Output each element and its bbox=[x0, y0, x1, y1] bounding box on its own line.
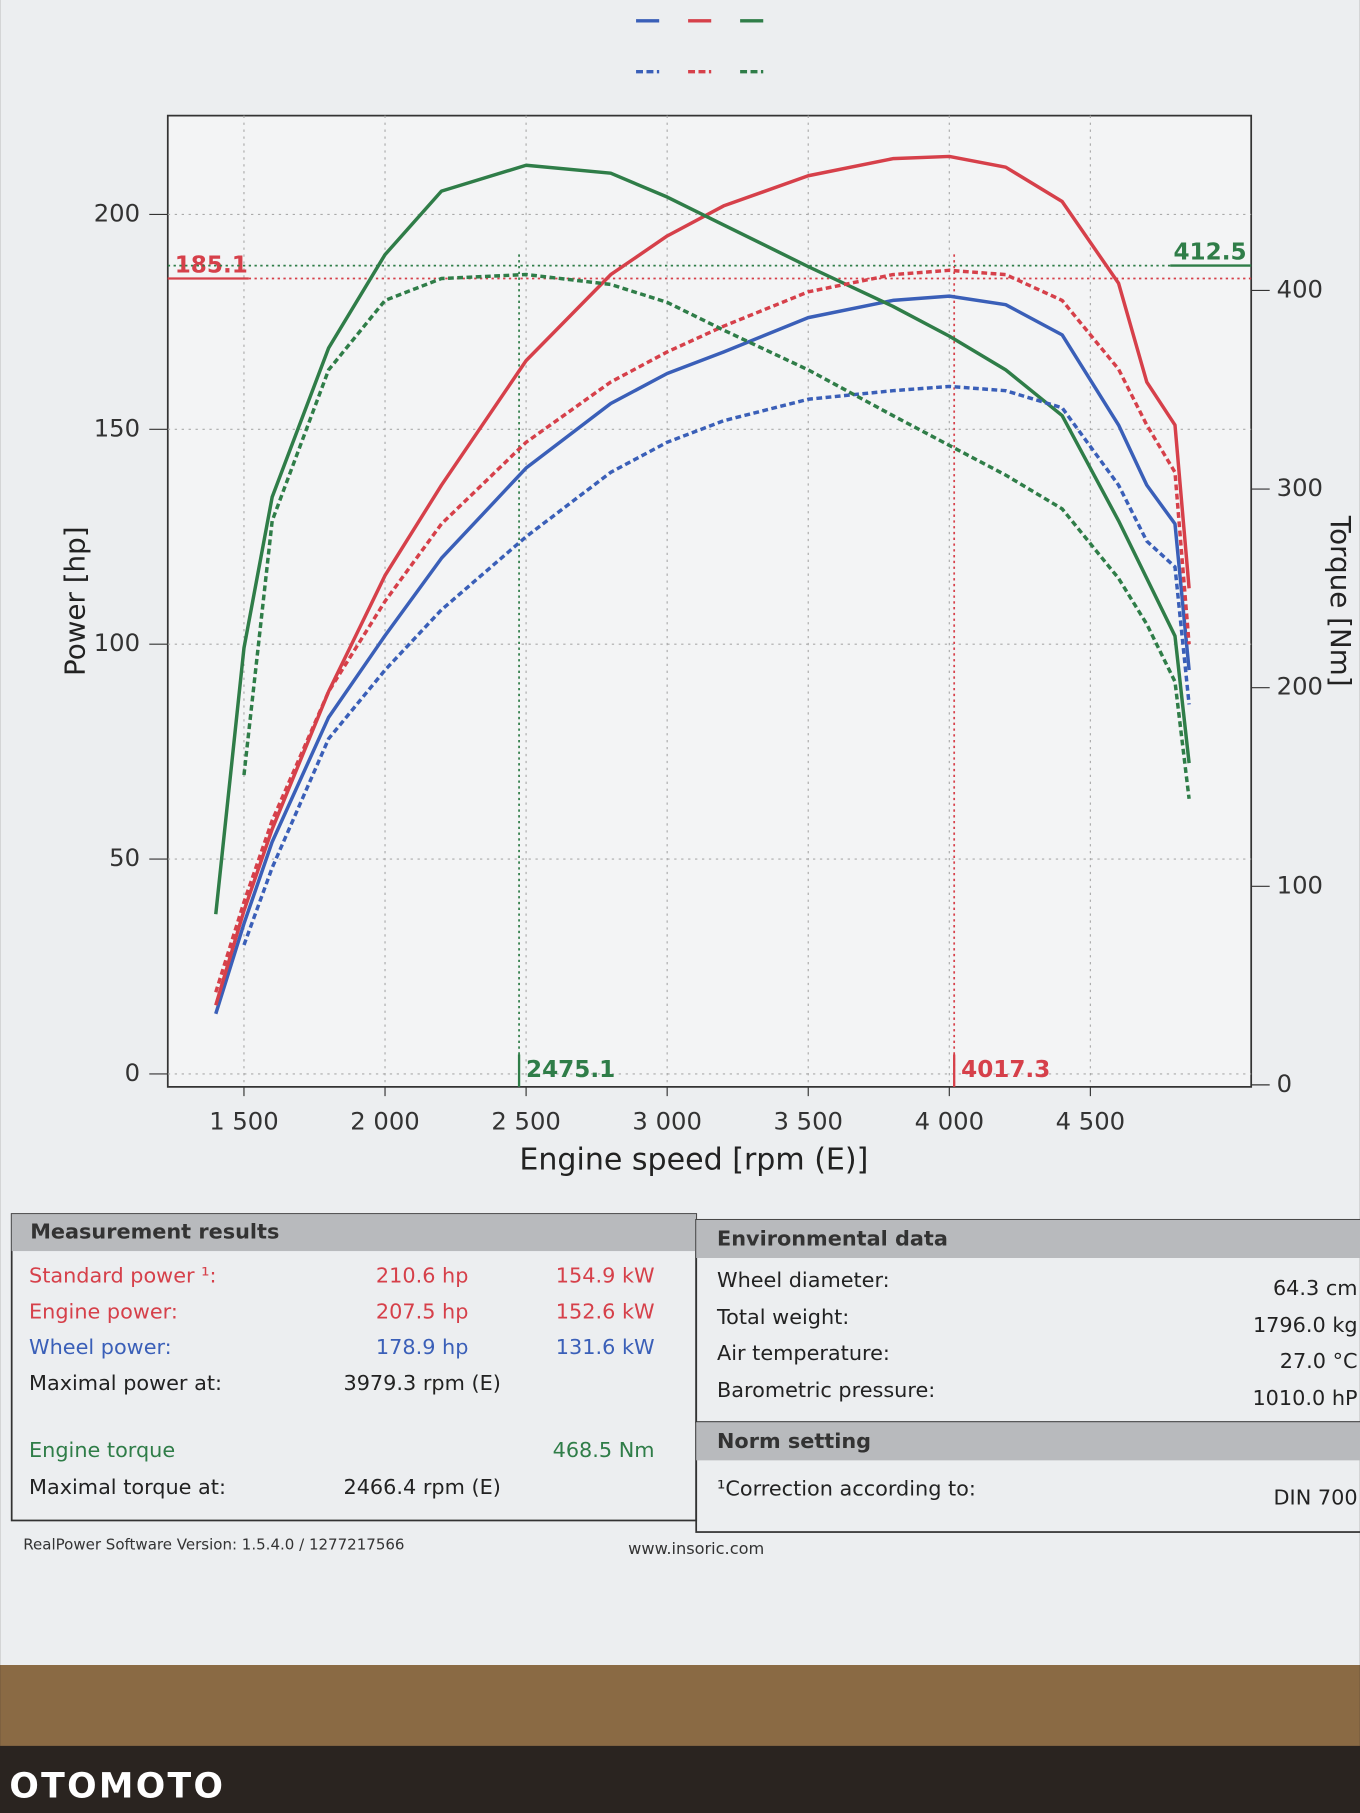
row-value: 1796.0 kg bbox=[1253, 1313, 1358, 1337]
row-value: 468.5 Nm bbox=[553, 1438, 655, 1462]
x-axis-label: Engine speed [rpm (E)] bbox=[519, 1142, 868, 1177]
row-value: 3979.3 rpm (E) bbox=[343, 1371, 500, 1395]
y-tick-label: 50 bbox=[109, 843, 140, 872]
y2-axis-label: Torque [Nm] bbox=[1324, 515, 1357, 687]
row-value: DIN 700 bbox=[1274, 1486, 1358, 1510]
y-tick-label: 100 bbox=[94, 628, 140, 657]
y-tick-label: 200 bbox=[94, 198, 140, 227]
reference-label: 4017.3 bbox=[961, 1057, 1050, 1083]
y2-tick-label: 0 bbox=[1277, 1069, 1292, 1098]
row-label: ¹Correction according to: bbox=[717, 1476, 976, 1500]
wood-strip bbox=[0, 1665, 1360, 1746]
x-tick-label: 3 000 bbox=[632, 1107, 701, 1136]
row-label: Engine torque bbox=[29, 1438, 175, 1462]
x-tick-label: 3 500 bbox=[773, 1107, 842, 1136]
table-header bbox=[696, 1422, 1360, 1461]
row-value: 2466.4 rpm (E) bbox=[343, 1475, 500, 1499]
reference-label: 2475.1 bbox=[526, 1057, 615, 1083]
reference-label: 412.5 bbox=[1173, 239, 1246, 265]
series-line bbox=[214, 268, 1191, 993]
row-label: Wheel power: bbox=[29, 1335, 172, 1359]
row-label: Total weight: bbox=[716, 1305, 849, 1329]
x-tick-label: 2 000 bbox=[350, 1107, 419, 1136]
table-title: Measurement results bbox=[30, 1220, 279, 1244]
row-value: 131.6 kW bbox=[556, 1335, 655, 1359]
y2-tick-label: 400 bbox=[1277, 274, 1323, 303]
row-value: 207.5 hp bbox=[376, 1299, 469, 1323]
series-line bbox=[214, 163, 1191, 915]
dark-floor bbox=[0, 1745, 1360, 1813]
website: www.insoric.com bbox=[628, 1539, 764, 1558]
row-label: Barometric pressure: bbox=[717, 1378, 935, 1402]
y-axis-label: Power [hp] bbox=[58, 526, 91, 676]
measurement-table: Measurement results bbox=[10, 1213, 698, 1522]
series-line bbox=[242, 272, 1191, 800]
series-line bbox=[214, 294, 1191, 1015]
row-label: Maximal torque at: bbox=[29, 1475, 226, 1499]
series-line bbox=[242, 384, 1191, 946]
x-tick-label: 4 000 bbox=[915, 1107, 984, 1136]
row-label: Maximal power at: bbox=[29, 1371, 222, 1395]
row-value: 1010.0 hP bbox=[1252, 1386, 1357, 1410]
x-tick-label: 1 500 bbox=[209, 1107, 278, 1136]
row-value: 27.0 °C bbox=[1280, 1349, 1358, 1373]
x-tick-label: 4 500 bbox=[1056, 1107, 1125, 1136]
table-header bbox=[696, 1219, 1360, 1258]
row-value: 64.3 cm bbox=[1273, 1276, 1358, 1300]
y2-tick-label: 200 bbox=[1277, 672, 1323, 701]
row-value: 152.6 kW bbox=[556, 1299, 655, 1323]
software-version: RealPower Software Version: 1.5.4.0 / 12… bbox=[23, 1535, 404, 1553]
y-tick-label: 0 bbox=[125, 1058, 140, 1087]
plot-area bbox=[166, 114, 1253, 1088]
table-title: Norm setting bbox=[717, 1429, 871, 1453]
y-tick-label: 150 bbox=[94, 413, 140, 442]
row-label: Engine power: bbox=[29, 1299, 178, 1323]
row-label: Standard power ¹: bbox=[29, 1264, 216, 1288]
y2-tick-label: 100 bbox=[1277, 870, 1323, 899]
table-title: Environmental data bbox=[717, 1227, 948, 1251]
series-line bbox=[214, 154, 1191, 1006]
row-value: 210.6 hp bbox=[376, 1264, 469, 1288]
x-tick-label: 2 500 bbox=[491, 1107, 560, 1136]
row-value: 154.9 kW bbox=[556, 1264, 655, 1288]
row-value: 178.9 hp bbox=[376, 1335, 469, 1359]
row-label: Air temperature: bbox=[717, 1341, 890, 1365]
watermark: OTOMOTO bbox=[9, 1767, 225, 1807]
row-label: Wheel diameter: bbox=[717, 1268, 890, 1292]
y2-tick-label: 300 bbox=[1277, 473, 1323, 502]
environment-table: Environmental data Norm setting bbox=[695, 1218, 1360, 1533]
table-header bbox=[11, 1214, 697, 1252]
